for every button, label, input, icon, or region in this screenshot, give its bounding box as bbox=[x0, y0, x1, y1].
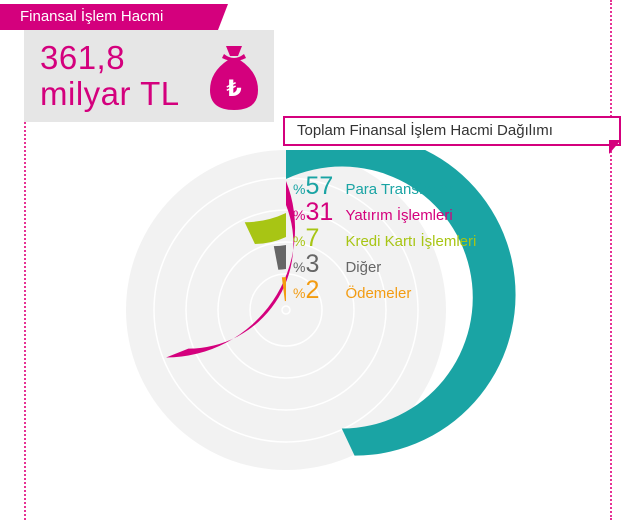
legend-value: 31 bbox=[305, 198, 334, 226]
legend-value: 3 bbox=[305, 250, 320, 278]
bar-odemeler bbox=[281, 277, 286, 302]
legend-label: Kredi Kartı İşlemleri bbox=[345, 233, 477, 250]
chart-title-notch bbox=[609, 140, 621, 154]
header-title-tab: Finansal İşlem Hacmi bbox=[0, 4, 228, 30]
chart-title: Toplam Finansal İşlem Hacmi Dağılımı bbox=[283, 116, 621, 146]
radial-bar-chart bbox=[126, 150, 516, 470]
legend-value: 7 bbox=[305, 224, 320, 252]
bar-para-transferleri bbox=[286, 150, 516, 456]
legend-value: 57 bbox=[305, 172, 334, 200]
legend-item-odemeler: % 2 Ödemeler bbox=[293, 276, 476, 304]
legend-value: 2 bbox=[305, 276, 320, 304]
chart-ring-line bbox=[281, 305, 291, 315]
left-dotted-rule bbox=[24, 122, 26, 520]
money-bag-icon: ₺ bbox=[210, 46, 258, 110]
right-dotted-rule bbox=[610, 0, 612, 520]
chart-track bbox=[126, 150, 446, 470]
legend-label: Diğer bbox=[345, 259, 382, 276]
total-volume-number: 361,8 bbox=[40, 39, 126, 76]
total-volume-unit: milyar TL bbox=[40, 75, 180, 112]
legend-percent-sign: % bbox=[293, 259, 306, 275]
total-volume-box: 361,8 milyar TL ₺ bbox=[24, 30, 274, 122]
legend-item-diger: % 3 Diğer bbox=[293, 250, 476, 278]
legend-item-para-transferleri: % 57 Para Transferleri bbox=[293, 172, 476, 200]
bar-kredi-karti-islemleri bbox=[244, 213, 286, 244]
legend-percent-sign: % bbox=[293, 181, 306, 197]
currency-symbol: ₺ bbox=[226, 77, 241, 102]
total-volume-value: 361,8 milyar TL bbox=[40, 40, 190, 112]
chart-ring-line bbox=[249, 273, 323, 347]
legend-percent-sign: % bbox=[293, 285, 306, 301]
legend-label: Yatırım İşlemleri bbox=[345, 207, 453, 224]
chart-legend: % 57 Para Transferleri% 31 Yatırım İşlemleri… bbox=[293, 172, 477, 304]
header-title: Finansal İşlem Hacmi bbox=[20, 8, 164, 25]
legend-percent-sign: % bbox=[293, 233, 306, 249]
chart-ring-line bbox=[185, 209, 387, 411]
legend-item-kredi-karti-islemleri: % 7 Kredi Kartı İşlemleri bbox=[293, 224, 477, 252]
chart-ring-line bbox=[217, 241, 355, 379]
legend-label: Para Transferleri bbox=[345, 181, 457, 198]
legend-label: Ödemeler bbox=[345, 285, 412, 302]
legend-percent-sign: % bbox=[293, 207, 306, 223]
legend-item-yatirim-islemleri: % 31 Yatırım İşlemleri bbox=[293, 198, 476, 226]
bar-diger bbox=[273, 245, 286, 270]
